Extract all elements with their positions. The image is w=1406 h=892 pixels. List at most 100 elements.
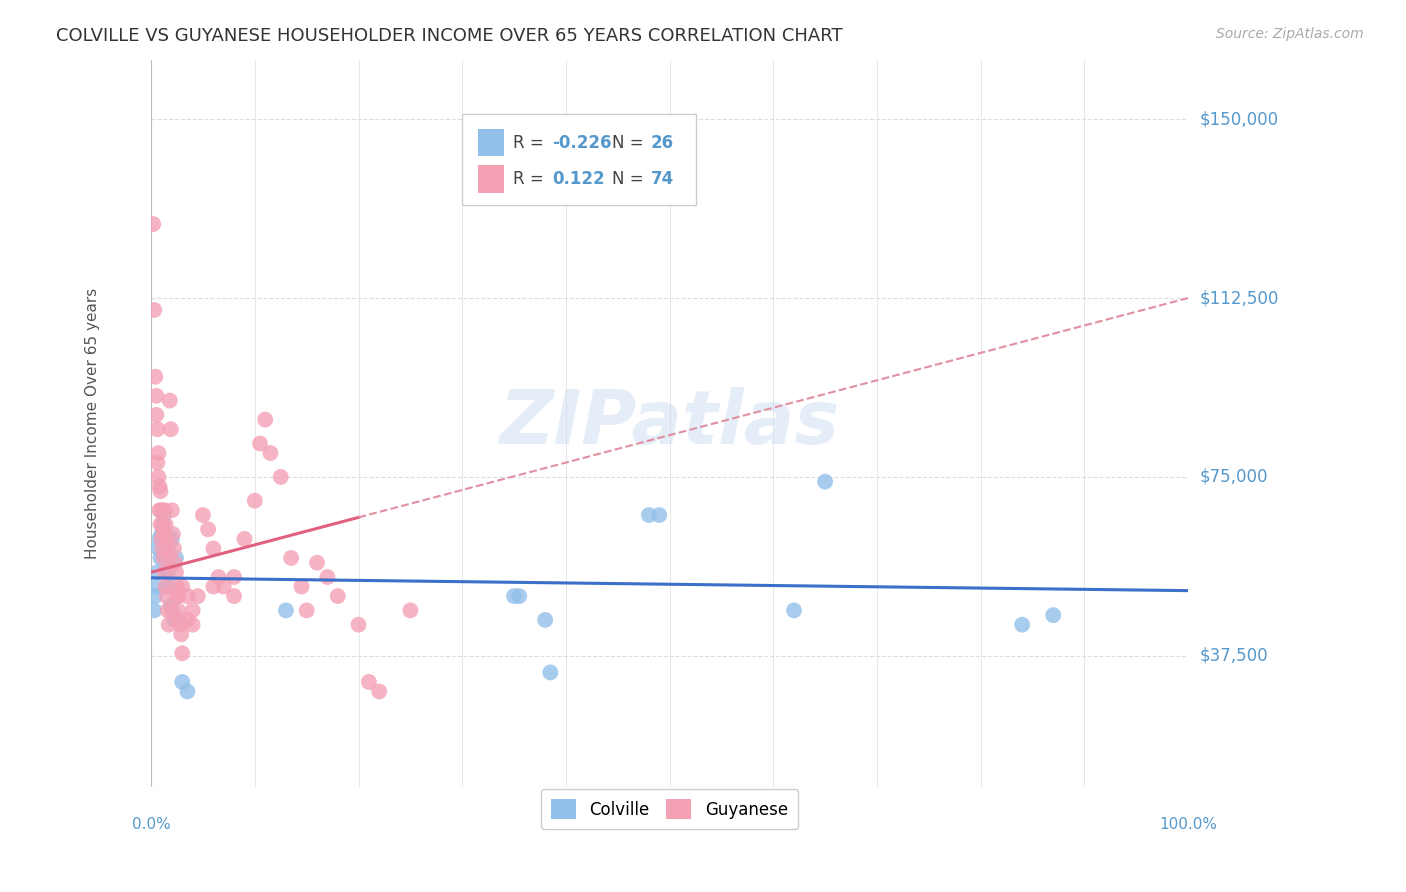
Point	[155, 550, 177, 565]
Point	[202, 580, 225, 594]
Point	[156, 541, 179, 556]
Point	[254, 412, 277, 426]
Point	[172, 674, 194, 689]
Text: COLVILLE VS GUYANESE HOUSEHOLDER INCOME OVER 65 YEARS CORRELATION CHART: COLVILLE VS GUYANESE HOUSEHOLDER INCOME …	[56, 27, 842, 45]
Point	[160, 422, 183, 436]
Point	[270, 470, 292, 484]
Point	[163, 613, 186, 627]
Point	[212, 580, 235, 594]
FancyBboxPatch shape	[478, 165, 503, 193]
Point	[222, 589, 245, 603]
Point	[163, 556, 186, 570]
Legend: Colville, Guyanese: Colville, Guyanese	[541, 789, 799, 830]
Text: $75,000: $75,000	[1199, 468, 1268, 486]
Point	[197, 522, 219, 536]
Point	[148, 503, 170, 517]
Text: Householder Income Over 65 years: Householder Income Over 65 years	[86, 287, 100, 559]
Point	[1011, 617, 1033, 632]
Point	[170, 627, 193, 641]
Point	[152, 527, 174, 541]
Text: Source: ZipAtlas.com: Source: ZipAtlas.com	[1216, 27, 1364, 41]
Point	[290, 580, 312, 594]
Point	[534, 613, 557, 627]
Point	[167, 603, 190, 617]
Point	[148, 541, 170, 556]
Point	[150, 532, 173, 546]
Point	[368, 684, 391, 698]
Point	[163, 541, 186, 556]
Point	[172, 580, 194, 594]
Point	[149, 550, 172, 565]
Point	[249, 436, 271, 450]
Point	[149, 517, 172, 532]
Point	[399, 603, 422, 617]
Point	[150, 503, 173, 517]
Point	[143, 302, 166, 317]
Point	[156, 589, 179, 603]
Point	[160, 599, 183, 613]
Point	[152, 508, 174, 522]
Text: N =: N =	[612, 134, 648, 152]
Point	[152, 550, 174, 565]
Point	[148, 532, 170, 546]
Point	[176, 613, 198, 627]
Text: N =: N =	[612, 169, 648, 188]
Point	[146, 566, 169, 580]
Point	[166, 580, 188, 594]
Point	[274, 603, 297, 617]
Point	[142, 217, 165, 231]
Point	[503, 589, 526, 603]
Point	[152, 541, 174, 556]
Point	[146, 422, 169, 436]
Point	[148, 470, 170, 484]
Point	[187, 589, 209, 603]
Point	[305, 556, 328, 570]
Point	[167, 589, 190, 603]
Point	[316, 570, 339, 584]
Point	[143, 603, 166, 617]
Point	[145, 389, 167, 403]
Point	[167, 613, 190, 627]
Text: $112,500: $112,500	[1199, 289, 1278, 307]
Point	[165, 566, 187, 580]
Point	[155, 580, 177, 594]
Point	[156, 566, 179, 580]
Point	[162, 527, 184, 541]
Point	[648, 508, 671, 522]
Point	[152, 517, 174, 532]
Point	[176, 684, 198, 698]
Point	[156, 603, 179, 617]
Text: $37,500: $37,500	[1199, 647, 1268, 665]
Point	[157, 617, 180, 632]
Point	[159, 393, 181, 408]
Point	[149, 484, 172, 499]
Text: -0.226: -0.226	[553, 134, 612, 152]
Point	[157, 550, 180, 565]
FancyBboxPatch shape	[478, 128, 503, 156]
Point	[152, 517, 174, 532]
Point	[157, 580, 180, 594]
Point	[1042, 608, 1064, 623]
Point	[150, 527, 173, 541]
Point	[148, 446, 170, 460]
Point	[153, 566, 176, 580]
Point	[145, 408, 167, 422]
Text: 74: 74	[651, 169, 673, 188]
Point	[153, 527, 176, 541]
Text: R =: R =	[513, 169, 548, 188]
Point	[156, 532, 179, 546]
Point	[295, 603, 318, 617]
Point	[146, 456, 169, 470]
Point	[160, 532, 183, 546]
Point	[202, 541, 225, 556]
Point	[357, 674, 380, 689]
Point	[143, 589, 166, 603]
Point	[181, 603, 204, 617]
Point	[538, 665, 561, 680]
Text: 0.0%: 0.0%	[132, 817, 170, 832]
Point	[165, 550, 187, 565]
Point	[172, 646, 194, 660]
Point	[155, 517, 177, 532]
Point	[326, 589, 349, 603]
Point	[169, 617, 191, 632]
